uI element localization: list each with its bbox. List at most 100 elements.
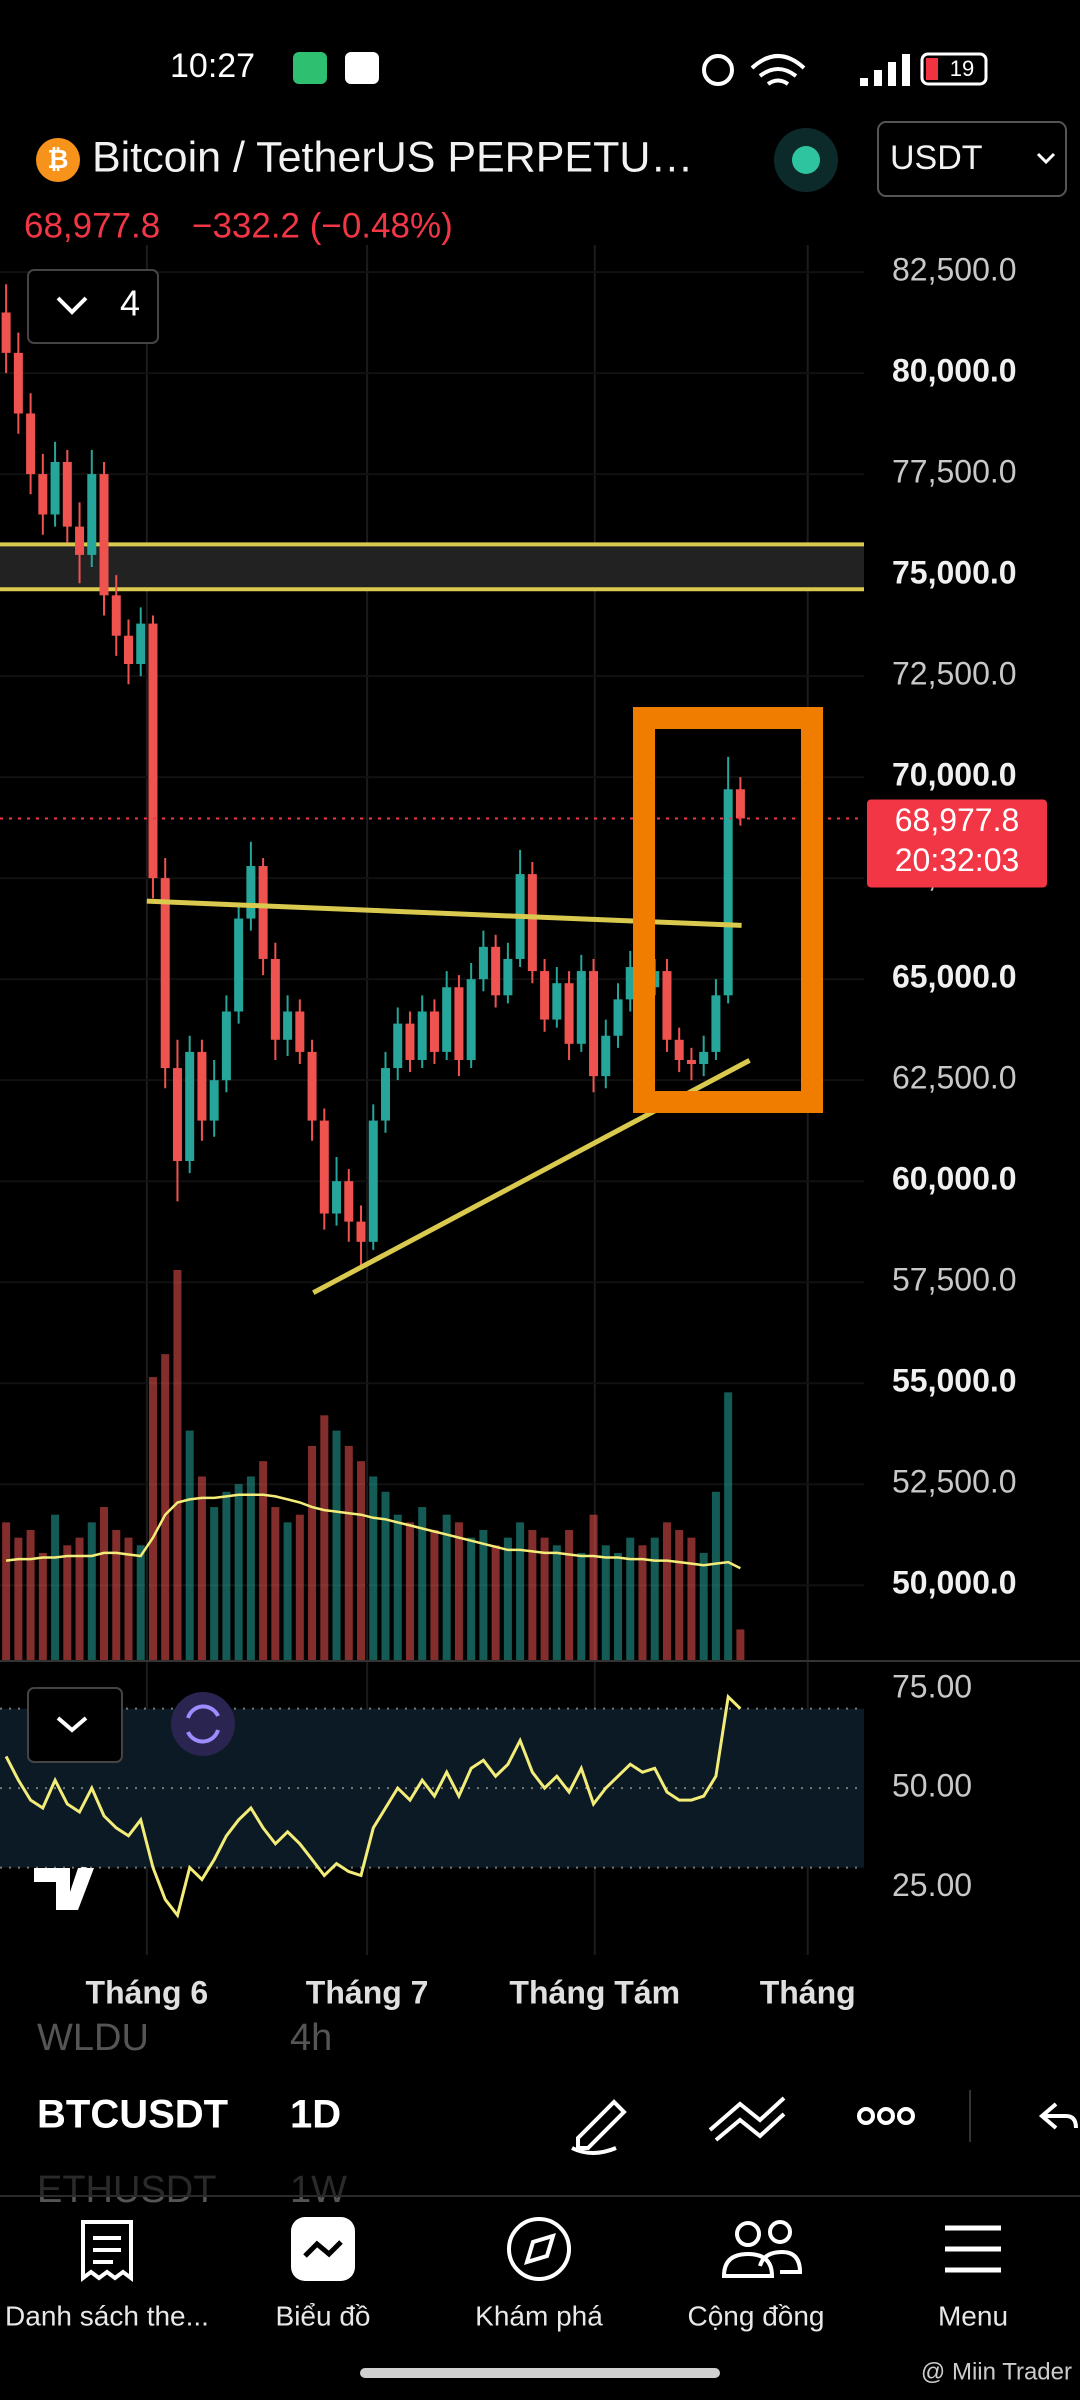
candle-body [160,878,170,1069]
volume-bar [197,1476,206,1660]
volume-bar [51,1514,60,1660]
candle-body [466,979,476,1060]
nav-label[interactable]: Cộng đồng [687,2300,824,2331]
candle-body [234,918,244,1012]
candle-body [75,526,85,555]
battery-text: 19 [950,56,974,81]
last-price: 68,977.8 [24,206,160,245]
watchlist-icon[interactable] [81,2220,133,2282]
candle-body [417,1011,427,1060]
chevron [56,1716,88,1733]
volume-bar [626,1537,635,1660]
candle-body [601,1035,611,1077]
nav-label[interactable]: Menu [938,2300,1008,2331]
candle-body [258,866,268,959]
candle-body [429,1011,439,1052]
volume-bar [357,1461,366,1660]
volume-bar [430,1530,439,1660]
menu-icon[interactable] [945,2225,1001,2273]
community-icon[interactable] [721,2249,803,2278]
candle-body [686,1059,696,1065]
interval-current[interactable]: 1D [290,2093,341,2137]
candle-body [283,1011,293,1040]
chevron [1036,152,1056,165]
volume-bar [75,1537,84,1660]
nav-label[interactable]: Danh sách the... [5,2300,209,2331]
y-tick-label: 55,000.0 [892,1363,1017,1399]
community-head [735,2221,761,2247]
candle-body [99,474,109,596]
signal-icon [860,54,910,86]
candle-body [540,971,550,1020]
more-icon[interactable] [857,2107,915,2125]
volume-bar [699,1552,708,1660]
trend-icon[interactable] [708,2096,786,2142]
volume-bar [381,1491,390,1660]
volume-bar [124,1537,133,1660]
volume-bar [675,1530,684,1660]
y-tick-label: 57,500.0 [892,1262,1017,1298]
symbol-option[interactable]: WLDU [37,2017,149,2059]
volume-bar [63,1545,72,1660]
home-indicator [360,2368,720,2378]
volume-bar [479,1530,488,1660]
candle-body [209,1080,219,1121]
currency: USDT [890,139,983,177]
volume-bar [295,1514,304,1660]
volume-bar [589,1514,598,1660]
y-tick-label: 80,000.0 [892,353,1017,389]
candle-body [368,1120,378,1242]
candle-body [503,958,513,996]
compass [524,2233,556,2265]
sync-button[interactable] [171,1692,235,1756]
y-tick-label: 70,000.0 [892,757,1017,793]
price-box-price: 68,977.8 [895,802,1020,838]
nav-label[interactable]: Khám phá [475,2300,603,2331]
candle-body [111,595,121,636]
volume-bar [491,1545,500,1660]
candle-body [50,461,60,515]
volume-bar [148,1377,157,1660]
candle-body [307,1051,317,1121]
y-tick-label: 50,000.0 [892,1565,1017,1601]
app-icon [293,52,327,84]
candle-body [148,623,158,879]
volume-bar [308,1445,317,1660]
watermark: @ Miin Trader [921,2358,1072,2385]
volume-bar [638,1545,647,1660]
x-tick-label: Tháng 6 [86,1974,209,2010]
y-tick-label: 72,500.0 [892,656,1017,692]
volume-bar [516,1522,525,1660]
volume-bar [87,1522,96,1660]
volume-bar [246,1476,255,1660]
explore-icon[interactable] [507,2217,571,2281]
nav-label[interactable]: Biểu đồ [276,2300,371,2331]
volume-bar [724,1392,733,1660]
interval-option[interactable]: 4h [290,2017,332,2059]
candle-body [172,1068,182,1161]
status-dot[interactable] [792,146,820,174]
candle-body [723,789,733,996]
candle-body [356,1221,366,1242]
rsi-tick-label: 75.00 [892,1668,972,1704]
annotation-box [633,707,823,1113]
candle-body [26,413,36,475]
y-tick-label: 75,000.0 [892,555,1017,591]
volume-bar [503,1537,512,1660]
draw-icon[interactable] [571,2099,627,2155]
symbol-current[interactable]: BTCUSDT [37,2093,228,2137]
volume-bar [38,1552,47,1660]
volume-bar [528,1530,537,1660]
candle-body [442,987,452,1052]
candle-body [478,946,488,980]
indicator-toggle[interactable] [27,269,159,344]
tv-logo-dot [77,1867,91,1881]
volume-bar [405,1522,414,1660]
undo-icon[interactable] [1038,2102,1078,2130]
x-tick-label: Tháng [760,1974,856,2010]
candle-body [87,474,97,555]
volume-bar [393,1514,402,1660]
currency-select[interactable] [877,121,1067,197]
volume-bar [552,1545,561,1660]
